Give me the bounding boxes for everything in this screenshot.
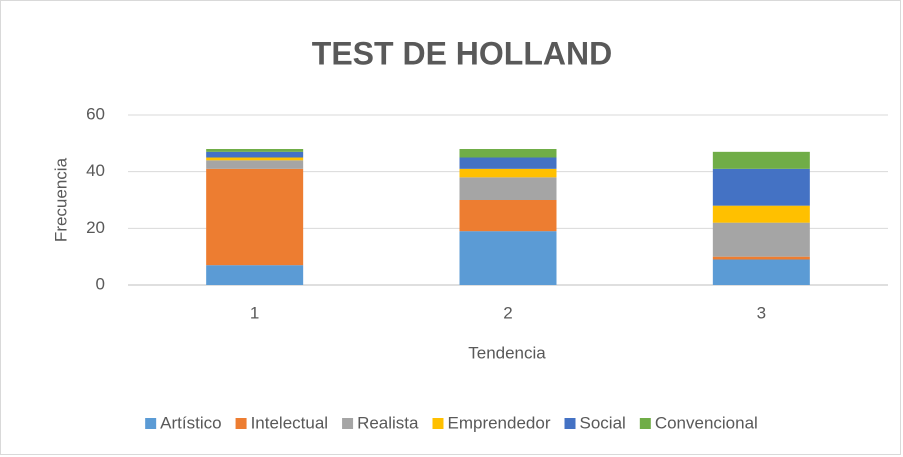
y-tick-label: 60 [86,104,105,123]
bar-segment [459,231,557,285]
x-tick-label: 3 [757,303,766,322]
bar-segment [206,160,304,169]
y-tick-label: 40 [86,161,105,180]
bar-segment [206,149,304,152]
legend-label: Realista [357,413,419,432]
legend-item: Convencional [639,413,758,432]
bar-segment [459,157,557,169]
bar-segment [206,151,304,158]
bar-segment [712,222,810,257]
bar-segment [459,200,557,232]
y-tick-label: 0 [96,274,105,293]
legend-item: Artístico [145,413,222,432]
legend-swatch [235,418,247,429]
x-tick-label: 2 [503,303,512,322]
legend-item: Social [564,413,626,432]
chart-title: TEST DE HOLLAND [312,35,612,71]
legend-item: Realista [342,413,419,432]
legend-item: Emprendedor [432,413,551,432]
bar-segment [712,151,810,169]
legend-label: Artístico [160,413,221,432]
legend-label: Emprendedor [447,413,550,432]
legend-label: Social [580,413,626,432]
legend-label: Intelectual [251,413,329,432]
bar-segment [459,168,557,178]
legend-swatch [145,418,157,429]
bar-segment [712,256,810,260]
y-axis-label: Frecuencia [51,157,70,242]
bar-segment [459,177,557,200]
bar-segment [206,265,304,285]
x-axis-label: Tendencia [468,343,546,362]
x-tick-label: 1 [250,303,259,322]
bar-segment [712,205,810,223]
legend-label: Convencional [655,413,758,432]
bar-segment [206,157,304,161]
legend-swatch [639,418,651,429]
legend: Artístico Intelectual Realista Emprendedor S… [145,413,758,432]
legend-swatch [432,418,444,429]
bar-segment [206,168,304,266]
legend-swatch [564,418,576,429]
legend-item: Intelectual [235,413,329,432]
bar-segment [712,259,810,285]
bar-segment [712,168,810,206]
legend-swatch [342,418,354,429]
y-tick-label: 20 [86,218,105,237]
bar-segment [459,149,557,158]
